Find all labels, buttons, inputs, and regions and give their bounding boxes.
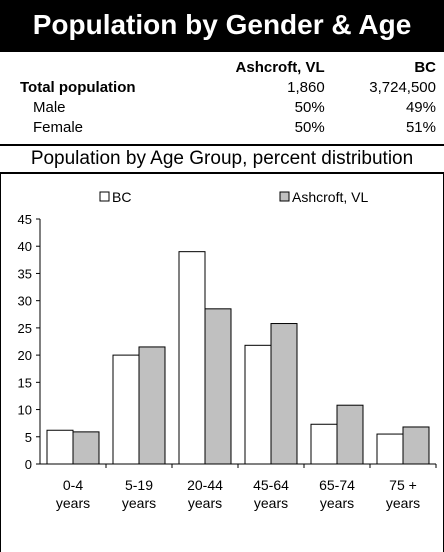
bar-ashcroft-vl — [270, 323, 298, 465]
row-label-male: Male — [33, 99, 66, 116]
legend-swatch-ashcroft-vl — [279, 191, 290, 202]
bar-bc — [244, 344, 272, 465]
bar-bc — [46, 429, 74, 465]
legend-label-ashcroft-vl: Ashcroft, VL — [292, 189, 368, 205]
y-tick-label: 20 — [18, 348, 32, 363]
x-tick-label: years — [56, 495, 90, 511]
cell-value: 50% — [294, 99, 325, 116]
x-tick-label: years — [122, 495, 156, 511]
bar-bc — [310, 423, 338, 465]
population-table: Ashcroft, VL BC Total population 1,860 3… — [0, 50, 444, 138]
x-tick-label: years — [386, 495, 420, 511]
x-tick-label: 45-64 — [253, 477, 289, 493]
table-header-empty — [0, 51, 188, 78]
bar-ashcroft-vl — [402, 426, 430, 465]
x-tick-label: 20-44 — [187, 477, 223, 493]
bar-chart-svg: 0 5 10 15 20 25 30 35 40 45 0-4 years 5-19 years 20-44… — [18, 189, 437, 511]
y-tick-label: 0 — [25, 457, 32, 472]
bar-ashcroft-vl — [72, 431, 100, 465]
y-tick-label: 25 — [18, 321, 32, 336]
bar-ashcroft-vl — [138, 346, 166, 465]
table-row: Male 50% 49% — [0, 98, 444, 118]
page-title: Population by Gender & Age — [0, 0, 444, 50]
frame-border-left — [0, 172, 1, 552]
bar-bc — [112, 354, 140, 465]
x-tick-label: years — [320, 495, 354, 511]
bar-ashcroft-vl — [336, 404, 364, 465]
x-tick-label: 5-19 — [125, 477, 153, 493]
y-tick-label: 40 — [18, 239, 32, 254]
x-tick-label: 65-74 — [319, 477, 355, 493]
y-tick-label: 45 — [18, 212, 32, 227]
x-tick-label: years — [254, 495, 288, 511]
y-tick-label: 15 — [18, 375, 32, 390]
cell-value: 50% — [294, 119, 325, 136]
column-header-ashcroft: Ashcroft, VL — [235, 59, 325, 76]
y-tick-label: 5 — [25, 430, 32, 445]
table-header-row: Ashcroft, VL BC — [0, 51, 444, 78]
age-distribution-chart: 0 5 10 15 20 25 30 35 40 45 0-4 years 5-19 years 20-44… — [0, 172, 444, 552]
x-tick-label: 0-4 — [63, 477, 83, 493]
y-tick-label: 35 — [18, 266, 32, 281]
table-row: Female 50% 51% — [0, 118, 444, 138]
row-label-total: Total population — [20, 79, 136, 96]
y-tick-label: 10 — [18, 403, 32, 418]
bar-ashcroft-vl — [204, 308, 232, 465]
cell-value: 1,860 — [287, 79, 325, 96]
y-tick-label: 30 — [18, 294, 32, 309]
table-row: Total population 1,860 3,724,500 — [0, 78, 444, 98]
cell-value: 3,724,500 — [369, 79, 436, 96]
cell-value: 51% — [405, 119, 436, 136]
section-title: Population by Age Group, percent distrib… — [0, 144, 444, 174]
legend-swatch-bc — [99, 191, 110, 202]
column-header-bc: BC — [414, 59, 436, 76]
legend-label-bc: BC — [112, 189, 131, 205]
bar-bc — [376, 433, 404, 465]
x-tick-label: years — [188, 495, 222, 511]
cell-value: 49% — [405, 99, 436, 116]
x-tick-label: 75 + — [389, 477, 417, 493]
bar-bc — [178, 251, 206, 465]
row-label-female: Female — [33, 119, 84, 136]
